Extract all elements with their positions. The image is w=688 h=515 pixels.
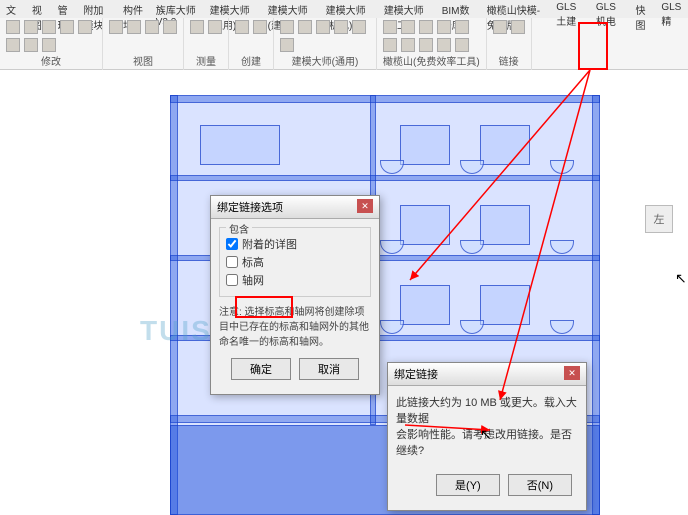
ribbon-button-icon[interactable] xyxy=(383,38,397,52)
ribbon-group-label: 创建 xyxy=(235,53,267,68)
ribbon-tab[interactable]: 建模大师(机电) xyxy=(320,0,378,18)
ribbon-button-icon[interactable] xyxy=(437,38,451,52)
ribbon-button-icon[interactable] xyxy=(42,20,56,34)
ribbon-tab[interactable]: GLS土建 xyxy=(550,0,590,18)
ribbon-group: 建模大师(通用) xyxy=(274,18,377,70)
ribbon-group-label: 链接 xyxy=(493,53,525,68)
ribbon-button-icon[interactable] xyxy=(109,20,123,34)
ribbon-button-icon[interactable] xyxy=(6,20,20,34)
checkbox-label: 附着的详图 xyxy=(242,236,297,252)
ribbon-tab[interactable]: 文件 xyxy=(0,0,26,18)
close-icon[interactable]: ✕ xyxy=(564,366,580,380)
ribbon-group: 修改 xyxy=(0,18,103,70)
ribbon-button-icon[interactable] xyxy=(6,38,20,52)
ribbon-button-icon[interactable] xyxy=(190,20,204,34)
dialog-message: 此链接大约为 10 MB 或更大。载入大量数据 xyxy=(396,394,578,426)
ribbon-tab[interactable]: 附加模块 xyxy=(77,0,117,18)
ribbon-button-icon[interactable] xyxy=(60,20,74,34)
ribbon-group-label: 修改 xyxy=(6,53,96,68)
ribbon-group: 测量 xyxy=(184,18,229,70)
ribbon-button-icon[interactable] xyxy=(437,20,451,34)
ribbon-button-icon[interactable] xyxy=(511,20,525,34)
ribbon-button-icon[interactable] xyxy=(419,38,433,52)
ribbon-button-icon[interactable] xyxy=(280,38,294,52)
dialog-titlebar[interactable]: 绑定链接选项 ✕ xyxy=(211,196,379,219)
close-icon[interactable]: ✕ xyxy=(357,199,373,213)
ribbon-button-icon[interactable] xyxy=(455,38,469,52)
dialog-titlebar[interactable]: 绑定链接 ✕ xyxy=(388,363,586,386)
cursor-icon: ↖ xyxy=(675,270,687,287)
ribbon-tab[interactable]: 族库大师V3.2 xyxy=(150,0,204,18)
ribbon: 文件视图管理附加模块构件坞族库大师V3.2建模大师(通用)建模大师(建筑)建模大… xyxy=(0,0,688,70)
ribbon-group: 视图 xyxy=(103,18,184,70)
cursor-icon: ↖ xyxy=(480,426,492,443)
ribbon-tab[interactable]: GLS精 xyxy=(655,0,688,18)
ribbon-tab[interactable]: BIM数据库 xyxy=(436,0,481,18)
ribbon-button-icon[interactable] xyxy=(145,20,159,34)
ribbon-tab[interactable]: 建模大师(通用) xyxy=(204,0,262,18)
ribbon-group-label: 建模大师(通用) xyxy=(280,53,370,68)
ribbon-button-icon[interactable] xyxy=(352,20,366,34)
ribbon-button-icon[interactable] xyxy=(163,20,177,34)
checkbox-label: 轴网 xyxy=(242,272,264,288)
checkbox[interactable] xyxy=(226,238,238,250)
ribbon-button-icon[interactable] xyxy=(208,20,222,34)
ribbon-tab[interactable]: 快图 xyxy=(630,0,656,18)
ribbon-button-icon[interactable] xyxy=(383,20,397,34)
ribbon-tab[interactable]: 建模大师(建筑) xyxy=(262,0,320,18)
ribbon-button-icon[interactable] xyxy=(401,20,415,34)
ribbon-body: 修改视图测量创建建模大师(通用) 橄榄山(免费效率工具) 链接 xyxy=(0,18,688,70)
cancel-button[interactable]: 取消 xyxy=(299,358,359,380)
checkbox-row[interactable]: 附着的详图 xyxy=(226,236,364,252)
ribbon-group: 链接 xyxy=(487,18,532,70)
ribbon-button-icon[interactable] xyxy=(253,20,267,34)
checkbox-row[interactable]: 标高 xyxy=(226,254,364,270)
yes-button[interactable]: 是(Y) xyxy=(436,474,500,496)
dialog-note: 注意: 选择标高和轴网将创建除项目中已存在的标高和轴网外的其他命名唯一的标高和轴… xyxy=(219,303,371,348)
ribbon-tab[interactable]: GLS机电 xyxy=(590,0,630,18)
dialog-title: 绑定链接 xyxy=(394,366,438,382)
ribbon-button-icon[interactable] xyxy=(316,20,330,34)
ribbon-group-label: 视图 xyxy=(109,53,177,68)
ribbon-button-icon[interactable] xyxy=(401,38,415,52)
ribbon-button-icon[interactable] xyxy=(127,20,141,34)
ribbon-tab[interactable]: 橄榄山快模-免费版 xyxy=(481,0,551,18)
checkbox[interactable] xyxy=(226,274,238,286)
ribbon-button-icon[interactable] xyxy=(280,20,294,34)
ribbon-group: 橄榄山(免费效率工具) xyxy=(377,18,487,70)
ribbon-button-icon[interactable] xyxy=(235,20,249,34)
ribbon-tabs: 文件视图管理附加模块构件坞族库大师V3.2建模大师(通用)建模大师(建筑)建模大… xyxy=(0,0,688,18)
ribbon-group-label: 测量 xyxy=(190,53,222,68)
ribbon-button-icon[interactable] xyxy=(493,20,507,34)
group-label: 包含 xyxy=(226,221,252,236)
ribbon-button-icon[interactable] xyxy=(42,38,56,52)
ribbon-button-icon[interactable] xyxy=(24,38,38,52)
ribbon-button-icon[interactable] xyxy=(419,20,433,34)
ribbon-tab[interactable]: 视图 xyxy=(26,0,52,18)
bind-link-options-dialog: 绑定链接选项 ✕ 包含 附着的详图标高轴网 注意: 选择标高和轴网将创建除项目中… xyxy=(210,195,380,395)
ribbon-button-icon[interactable] xyxy=(298,20,312,34)
checkbox-row[interactable]: 轴网 xyxy=(226,272,364,288)
checkbox[interactable] xyxy=(226,256,238,268)
ribbon-tab[interactable]: 建模大师(施工) xyxy=(378,0,436,18)
no-button[interactable]: 否(N) xyxy=(508,474,572,496)
ribbon-group: 创建 xyxy=(229,18,274,70)
ribbon-button-icon[interactable] xyxy=(24,20,38,34)
checkbox-label: 标高 xyxy=(242,254,264,270)
ribbon-button-icon[interactable] xyxy=(455,20,469,34)
ribbon-group-label: 橄榄山(免费效率工具) xyxy=(383,53,480,68)
ribbon-button-icon[interactable] xyxy=(334,20,348,34)
dialog-title: 绑定链接选项 xyxy=(217,199,283,215)
ribbon-tab[interactable]: 管理 xyxy=(52,0,78,18)
ribbon-tab[interactable]: 构件坞 xyxy=(117,0,150,18)
ribbon-button-icon[interactable] xyxy=(78,20,92,34)
ok-button[interactable]: 确定 xyxy=(231,358,291,380)
view-cube[interactable]: 左 xyxy=(645,205,673,233)
include-group: 包含 附着的详图标高轴网 xyxy=(219,227,371,297)
